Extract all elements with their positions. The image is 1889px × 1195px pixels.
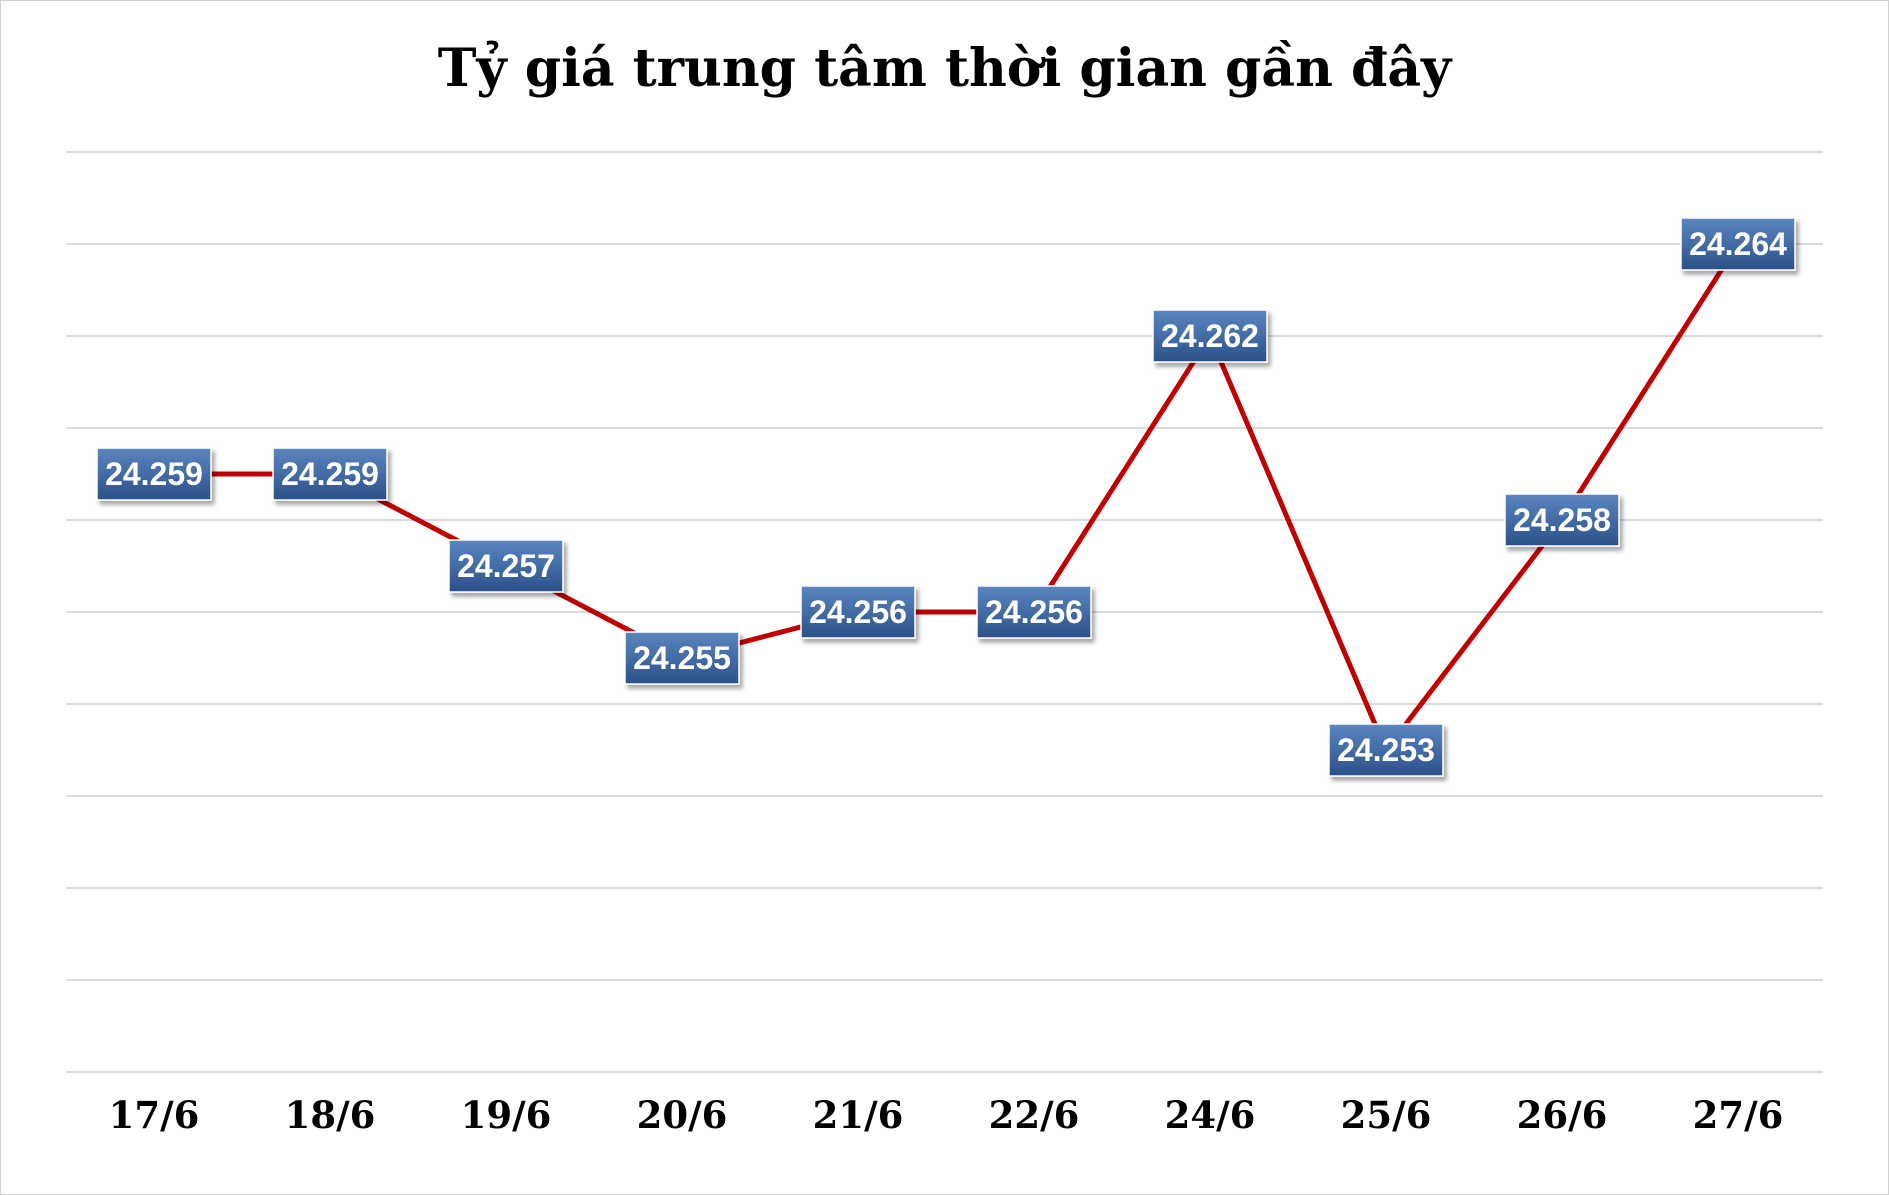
x-tick-label: 17/6	[109, 1093, 200, 1137]
data-label-text: 24.264	[1689, 226, 1787, 262]
data-label: 24.258	[1504, 493, 1620, 547]
data-label-box	[448, 539, 564, 593]
data-label: 24.257	[448, 539, 564, 593]
data-label-text: 24.258	[1513, 502, 1611, 538]
data-label-text: 24.253	[1337, 732, 1435, 768]
data-label: 24.262	[1152, 309, 1268, 363]
data-label: 24.259	[96, 447, 212, 501]
data-label-box	[1680, 217, 1796, 271]
data-label-box	[624, 631, 740, 685]
data-label: 24.256	[976, 585, 1092, 639]
data-label-text: 24.256	[809, 594, 907, 630]
data-label-text: 24.257	[457, 548, 555, 584]
data-label-box	[1504, 493, 1620, 547]
series-line-group	[154, 242, 1741, 753]
x-tick-label: 19/6	[461, 1093, 552, 1137]
data-label: 24.253	[1328, 723, 1444, 777]
x-tick-label: 18/6	[285, 1093, 376, 1137]
data-label: 24.256	[800, 585, 916, 639]
data-label-text: 24.259	[105, 456, 203, 492]
x-tick-label: 24/6	[1165, 1093, 1256, 1137]
data-label-text: 24.255	[633, 640, 731, 676]
data-label-text: 24.262	[1161, 318, 1259, 354]
data-label-box	[1328, 723, 1444, 777]
x-tick-label: 22/6	[989, 1093, 1080, 1137]
data-label-box	[1152, 309, 1268, 363]
x-axis-ticks: 17/6 18/6 19/6 20/6 21/6 22/6 24/6 25/6 26/6 27/6	[109, 1093, 1784, 1137]
chart-title: Tỷ giá trung tâm thời gian gần đây	[437, 38, 1452, 99]
data-label-text: 24.259	[281, 456, 379, 492]
data-label-box	[800, 585, 916, 639]
data-label: 24.255	[624, 631, 740, 685]
series-line	[154, 242, 1741, 753]
data-label-text: 24.256	[985, 594, 1083, 630]
data-label: 24.259	[272, 447, 388, 501]
data-label-box	[96, 447, 212, 501]
data-label-box	[976, 585, 1092, 639]
x-tick-label: 21/6	[813, 1093, 904, 1137]
x-tick-label: 20/6	[637, 1093, 728, 1137]
data-labels: 24.259 24.259 24.257 24.255 24.256 24.256 24.2…	[96, 217, 1796, 777]
data-label-box	[272, 447, 388, 501]
data-label: 24.264	[1680, 217, 1796, 271]
x-tick-label: 27/6	[1693, 1093, 1784, 1137]
x-tick-label: 25/6	[1341, 1093, 1432, 1137]
x-tick-label: 26/6	[1517, 1093, 1608, 1137]
